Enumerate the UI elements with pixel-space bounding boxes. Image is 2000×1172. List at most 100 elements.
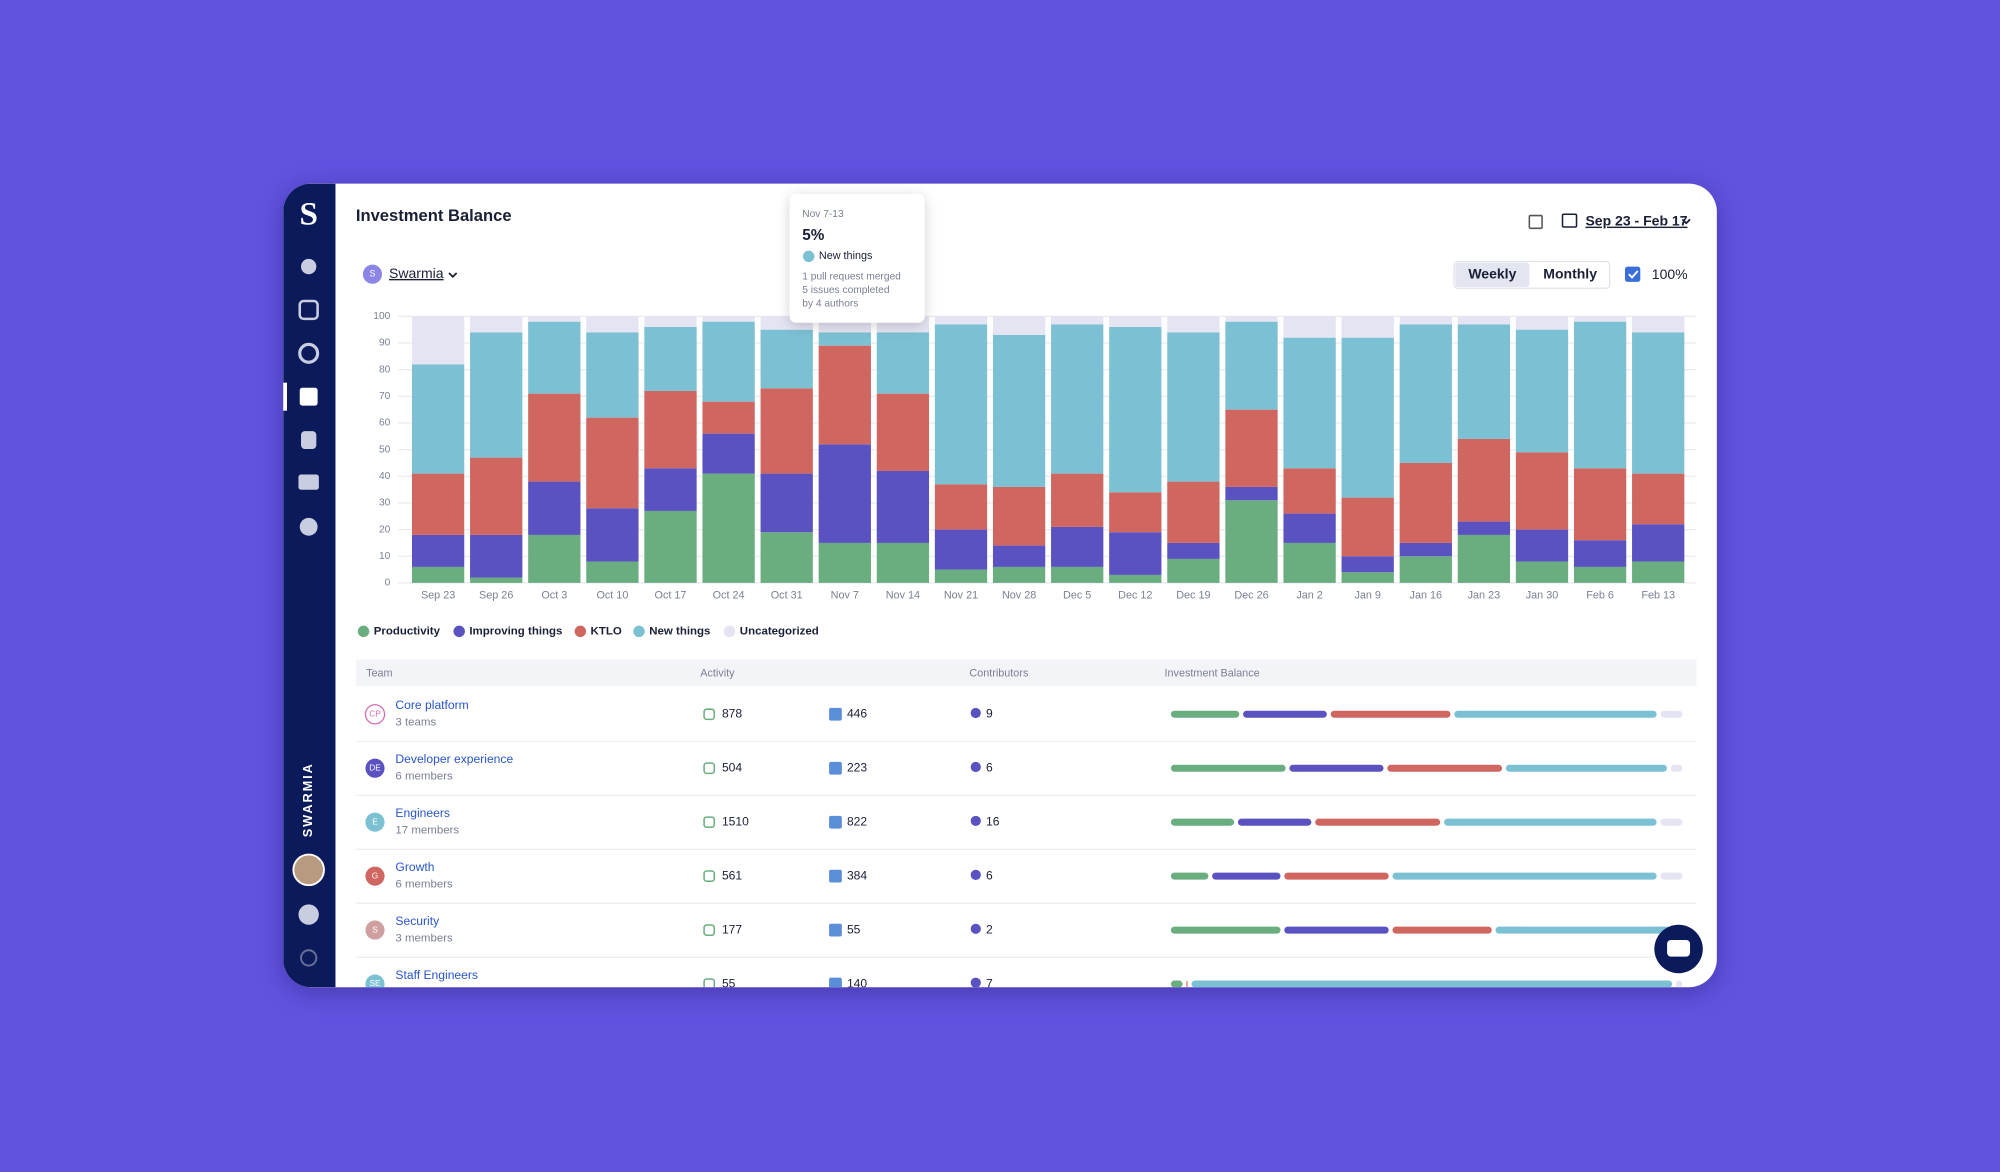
issue-count: 384 [847,868,867,882]
team-name[interactable]: Core platform [395,698,468,712]
y-tick-label: 60 [379,418,391,429]
team-name[interactable]: Growth [395,860,434,874]
bar-segment [1051,526,1104,567]
bar-segment [702,316,755,322]
org-selector[interactable]: Swarmia [389,265,444,281]
bar-segment [702,473,755,583]
team-subtitle: 6 members [395,878,453,890]
nav-icon[interactable] [298,342,320,364]
user-avatar[interactable] [292,853,325,887]
x-tick-label: Oct 31 [771,590,803,602]
bar-segment [1399,316,1452,325]
nav-icon[interactable] [298,474,319,490]
y-tick-label: 50 [379,444,391,455]
bar-segment [1515,316,1569,330]
logo[interactable]: S [299,195,317,232]
bar-segment [586,508,639,562]
bar-segment [934,484,988,530]
issue-count: 223 [847,760,867,774]
bar-segment [1109,492,1162,533]
toggle-option[interactable]: Weekly [1468,266,1516,282]
x-tick-label: Jan 23 [1468,590,1501,602]
bar-segment [411,316,465,365]
bar-segment [1457,316,1511,325]
bar-segment [1109,316,1162,327]
balance-segment [1186,980,1188,988]
org-avatar [362,264,383,284]
calendar-icon[interactable] [1561,213,1578,228]
team-subtitle: 17 members [395,825,459,837]
team-initials: S [372,924,378,934]
nav-icon[interactable] [301,258,317,275]
balance-segment [1191,980,1673,988]
nav-icon[interactable] [299,517,318,536]
bar-segment [760,329,813,389]
bar-segment [1283,316,1336,338]
bar-segment [1051,316,1104,325]
chat-icon [1667,940,1691,957]
x-tick-label: Sep 26 [479,590,513,602]
bar-segment [1167,481,1220,543]
checkbox[interactable] [1624,266,1641,282]
legend-label: Uncategorized [740,625,819,637]
y-tick-label: 70 [379,391,391,402]
bar-segment [1341,497,1394,557]
balance-segment [1495,926,1673,934]
legend-label: Productivity [374,625,441,637]
bar-segment [702,321,755,402]
bar-segment [470,316,523,333]
bar-segment [586,561,639,583]
percent-toggle[interactable]: 100% [1652,266,1688,282]
y-tick-label: 20 [379,524,391,535]
bar-segment [1283,468,1336,514]
team-name[interactable]: Security [395,914,440,928]
y-tick-label: 40 [379,471,391,482]
bar-segment [470,577,523,583]
bar-segment [992,486,1046,546]
nav-icon[interactable] [298,299,319,321]
bar-segment [818,332,871,346]
balance-segment [1387,764,1503,772]
tooltip-box [789,193,925,323]
balance-segment [1284,872,1389,880]
bar-segment [760,473,813,533]
team-name[interactable]: Engineers [395,806,450,820]
bar-segment [1573,321,1627,469]
team-name[interactable]: Developer experience [395,752,513,766]
y-tick-label: 0 [385,578,391,589]
date-range[interactable]: Sep 23 - Feb 17 [1585,213,1687,229]
column-header: Contributors [969,667,1029,679]
balance-segment [1330,710,1451,718]
nav-icon[interactable] [299,387,318,406]
balance-segment [1289,764,1384,772]
x-tick-label: Feb 13 [1641,590,1675,602]
bar-segment [470,534,523,578]
bar-segment [702,433,755,474]
contributor-icon [970,977,981,988]
balance-segment [1660,710,1683,718]
column-header: Team [366,667,392,679]
toggle-option[interactable]: Monthly [1543,266,1597,282]
bar-segment [1457,438,1511,522]
tooltip-line: 1 pull request merged [802,271,901,282]
card-content: S SWARMIA Investment Balance Sep 23 - Fe… [283,183,1703,988]
help-icon[interactable] [298,904,319,925]
contributor-icon [970,923,981,934]
contributor-count: 6 [986,760,993,774]
bar-segment [644,390,697,469]
team-name[interactable]: Staff Engineers [395,968,478,982]
bar-segment [876,542,930,583]
bar-segment [411,534,465,567]
x-tick-label: Dec 12 [1118,590,1152,602]
export-icon[interactable] [1528,214,1543,230]
bar-segment [1399,324,1452,463]
nav-icon[interactable] [301,431,317,449]
bar-segment [1341,316,1394,338]
checkmark [1628,270,1639,279]
pr-icon [703,708,716,721]
team-avatar [364,704,386,725]
bar-segment [1515,529,1569,562]
logout-icon[interactable] [300,949,318,967]
